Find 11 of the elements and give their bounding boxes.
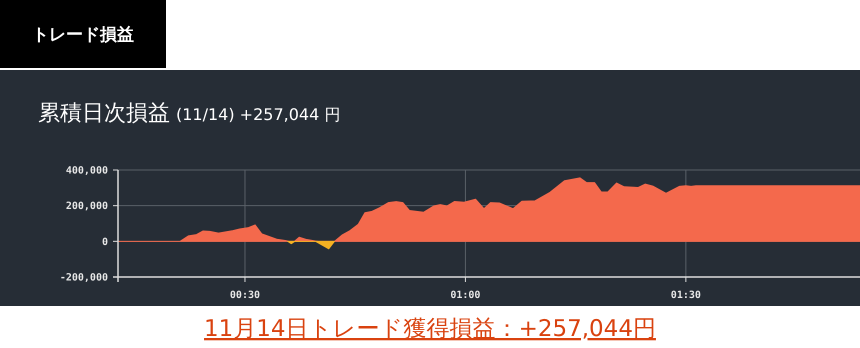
- y-tick-label: 400,000: [66, 166, 108, 176]
- text: 11月14日トレード獲得損益：+257,044円: [204, 316, 656, 342]
- x-tick-label: 01:00: [450, 290, 480, 301]
- header: トレード損益: [0, 0, 166, 68]
- x-tick-label: 01:30: [670, 290, 701, 301]
- y-tick-label: 0: [102, 236, 108, 248]
- y-tick-label: 200,000: [66, 201, 108, 212]
- x-tick-label: 00:30: [230, 290, 260, 301]
- chart-title: 累積日次損益: [38, 101, 170, 126]
- chart-subtitle: (11/14) +257,044 円: [176, 105, 340, 124]
- y-tick-label: -200,000: [60, 272, 108, 284]
